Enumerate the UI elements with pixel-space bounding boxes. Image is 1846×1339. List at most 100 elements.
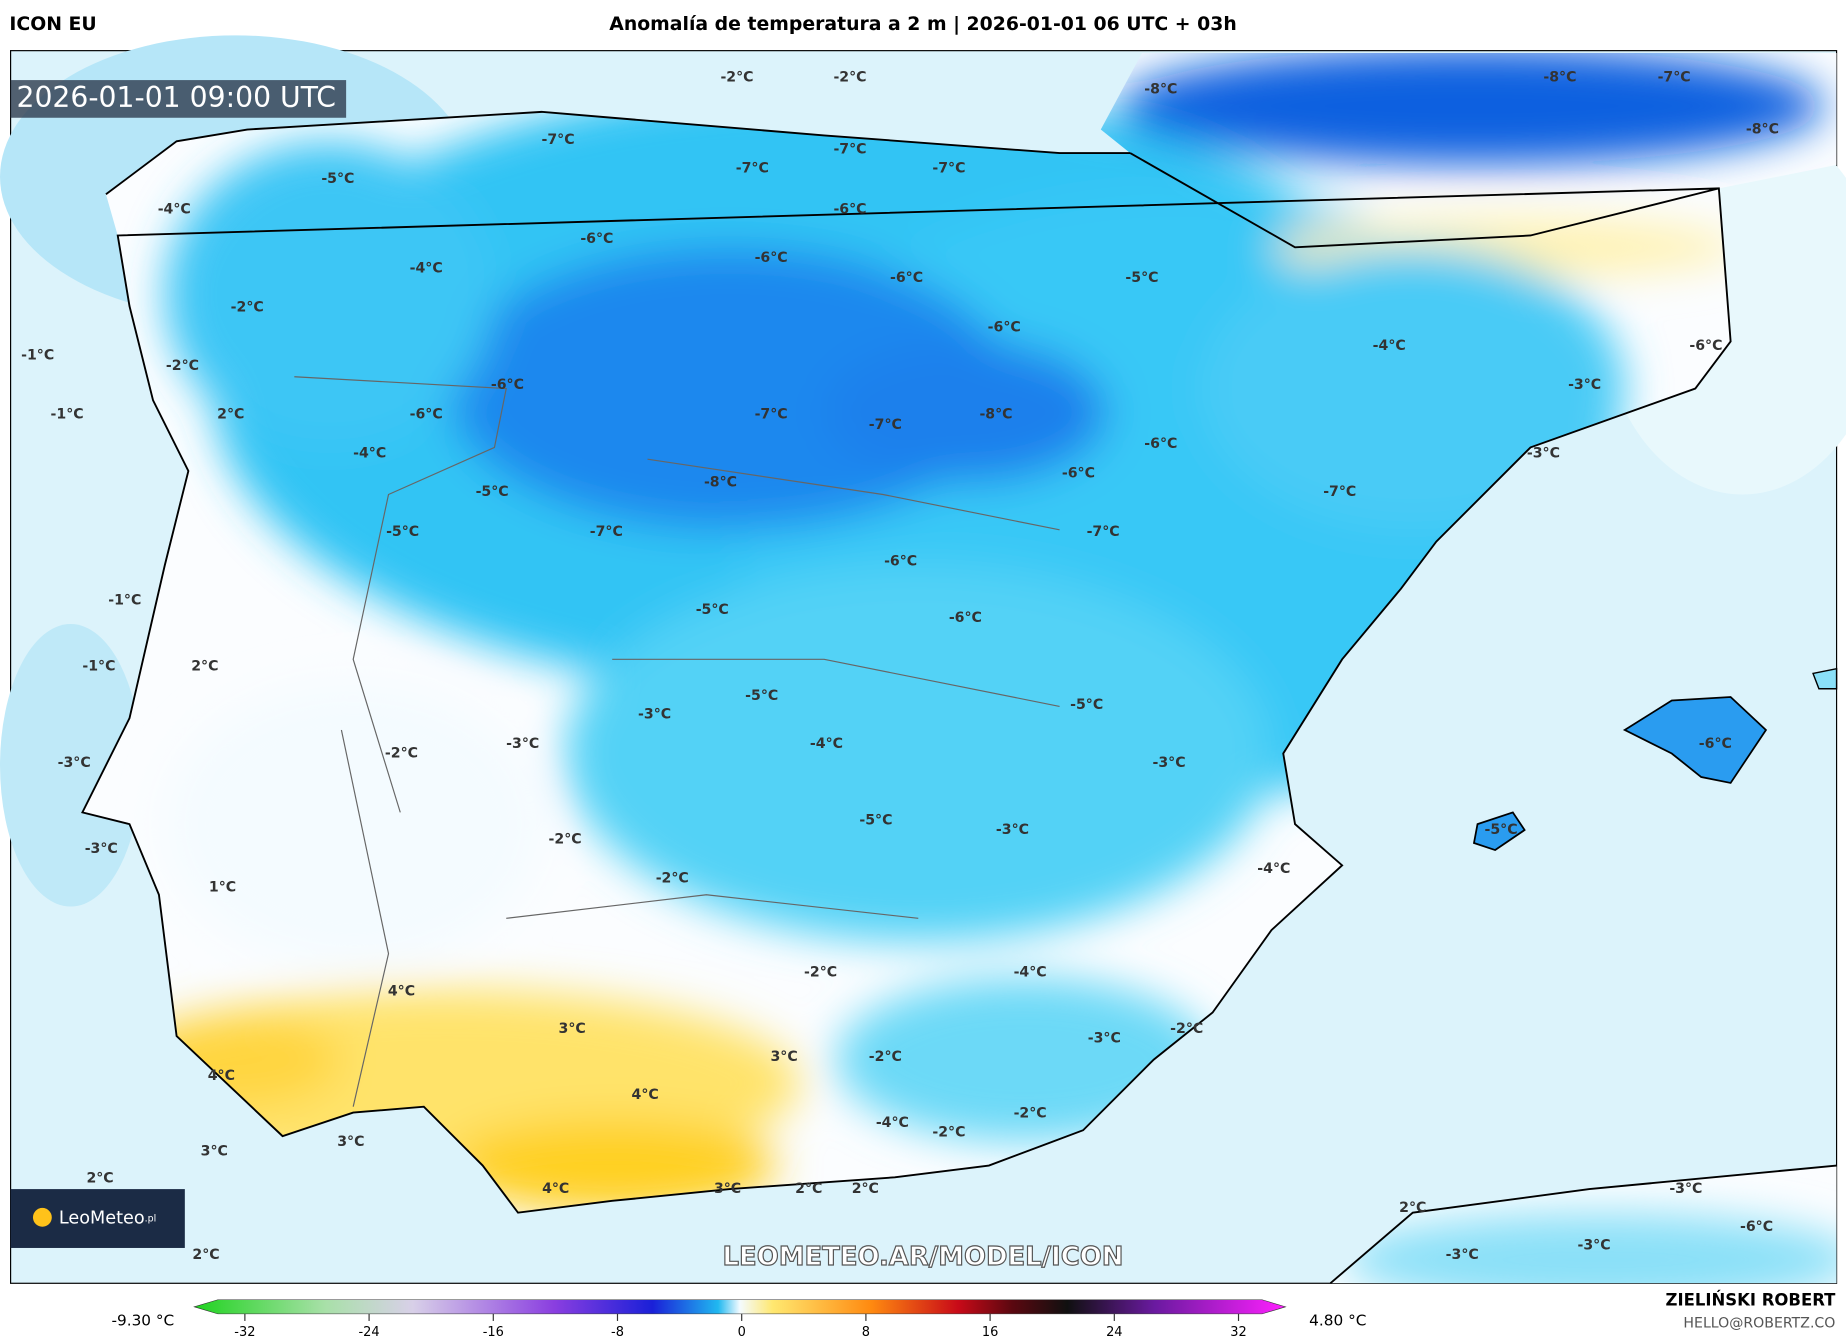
- map-label: -7°C: [1323, 484, 1356, 500]
- map-label: -2°C: [231, 299, 264, 315]
- contact: HELLO@ROBERTZ.CO: [1683, 1315, 1835, 1331]
- map-label: 2°C: [795, 1181, 822, 1197]
- ibiza: [1472, 811, 1526, 852]
- map-label: -2°C: [549, 831, 582, 847]
- map-title: Anomalía de temperatura a 2 m | 2026-01-…: [609, 14, 1236, 35]
- map-label: -5°C: [321, 171, 354, 187]
- map-label: 2°C: [217, 406, 244, 422]
- map-label: -3°C: [1568, 377, 1601, 393]
- map-label: 4°C: [632, 1087, 659, 1103]
- map-label: 3°C: [559, 1021, 586, 1037]
- colorbar-tick-label: -24: [359, 1325, 380, 1339]
- menorca: [1812, 667, 1838, 690]
- map-label: 3°C: [201, 1143, 228, 1159]
- map-label: -2°C: [869, 1049, 902, 1065]
- map-label: -2°C: [932, 1125, 965, 1141]
- map-label: -2°C: [833, 70, 866, 86]
- map-label: -1°C: [108, 592, 141, 608]
- colorbar: -9.30 °C 4.80 °C -32 -24 -16 -8 0 8 16 24 32: [111, 1299, 1366, 1339]
- map-label: 3°C: [770, 1049, 797, 1065]
- map-label: -6°C: [1144, 436, 1177, 452]
- map-label: -8°C: [1746, 122, 1779, 138]
- map-label: -5°C: [1125, 270, 1158, 286]
- map-label: -3°C: [638, 707, 671, 723]
- map-label: -1°C: [82, 658, 115, 674]
- logo-sun: [32, 1207, 52, 1227]
- map-label: -4°C: [1257, 861, 1290, 877]
- map-label: -5°C: [386, 524, 419, 540]
- map-label: -6°C: [580, 231, 613, 247]
- map-label: -3°C: [58, 755, 91, 771]
- map-label: -8°C: [1543, 70, 1576, 86]
- map-label: -7°C: [755, 406, 788, 422]
- timestamp-box: [10, 80, 347, 118]
- timestamp: 2026-01-01 09:00 UTC: [16, 81, 336, 114]
- map-label: -6°C: [491, 377, 524, 393]
- map-label: -3°C: [1578, 1238, 1611, 1254]
- map-label: -1°C: [51, 406, 84, 422]
- map-label: -7°C: [833, 142, 866, 158]
- map-label: -7°C: [590, 524, 623, 540]
- colorbar-tick-label: -32: [234, 1325, 255, 1339]
- map-label: -4°C: [158, 202, 191, 218]
- map-label: -7°C: [932, 160, 965, 176]
- map-label: 4°C: [208, 1068, 235, 1084]
- map-label: -8°C: [979, 406, 1012, 422]
- admin-borders: [294, 376, 1060, 1107]
- map-label: -4°C: [876, 1115, 909, 1131]
- map-label: -6°C: [884, 554, 917, 570]
- colorbar-max: 4.80 °C: [1309, 1311, 1366, 1329]
- map-label: -5°C: [745, 688, 778, 704]
- colorbar-tick-label: -16: [483, 1325, 504, 1339]
- colorbar-tick-label: -8: [611, 1325, 624, 1339]
- map-label: -7°C: [1658, 70, 1691, 86]
- map-label: -1°C: [21, 348, 54, 364]
- map-label: -3°C: [996, 822, 1029, 838]
- colorbar-tick-label: 8: [862, 1325, 870, 1339]
- coastline: [81, 110, 1837, 1284]
- map-label: 2°C: [192, 1247, 219, 1263]
- map-label: -7°C: [541, 132, 574, 148]
- map-label: -7°C: [869, 417, 902, 433]
- map-label: -4°C: [1014, 964, 1047, 980]
- map-label: -3°C: [1669, 1181, 1702, 1197]
- map-label: -3°C: [85, 841, 118, 857]
- map-label: -5°C: [859, 813, 892, 829]
- watermark: LEOMETEO.AR/MODEL/ICON: [723, 1242, 1124, 1272]
- map-label: -6°C: [1740, 1219, 1773, 1235]
- map-label: -5°C: [476, 484, 509, 500]
- map-label: -3°C: [1153, 755, 1186, 771]
- map-label: -2°C: [1170, 1021, 1203, 1037]
- map-label: -3°C: [1088, 1030, 1121, 1046]
- sea-anomaly: [0, 623, 142, 907]
- anomaly-field: [94, 53, 1837, 1284]
- map-label: -4°C: [353, 445, 386, 461]
- map-label: -6°C: [1699, 736, 1732, 752]
- logo-suffix: .pl: [145, 1213, 157, 1224]
- map-label: 3°C: [337, 1134, 364, 1150]
- map-label: 2°C: [191, 658, 218, 674]
- logo-text: LeoMeteo.pl: [59, 1209, 156, 1229]
- map-label: -8°C: [1144, 82, 1177, 98]
- map-label: -2°C: [1014, 1106, 1047, 1122]
- map-label: -5°C: [1485, 822, 1518, 838]
- map-label: 3°C: [714, 1181, 741, 1197]
- map-label: -7°C: [1087, 524, 1120, 540]
- map-label: -6°C: [1689, 338, 1722, 354]
- map-labels: -2°C -2°C -8°C -8°C -7°C -8°C -7°C -7°C -7°C -7°C…: [21, 70, 1779, 1263]
- map-label: -6°C: [833, 202, 866, 218]
- map-label: -4°C: [410, 260, 443, 276]
- colorbar-tick-label: 24: [1106, 1325, 1122, 1339]
- map-label: -6°C: [1062, 465, 1095, 481]
- map-label: 2°C: [1399, 1200, 1426, 1216]
- map-label: -2°C: [385, 746, 418, 762]
- map-label: -6°C: [949, 610, 982, 626]
- map-label: -8°C: [704, 475, 737, 491]
- map-label: 1°C: [209, 880, 236, 896]
- map-label: -2°C: [720, 70, 753, 86]
- map-label: 2°C: [852, 1181, 879, 1197]
- map-label: -4°C: [1373, 338, 1406, 354]
